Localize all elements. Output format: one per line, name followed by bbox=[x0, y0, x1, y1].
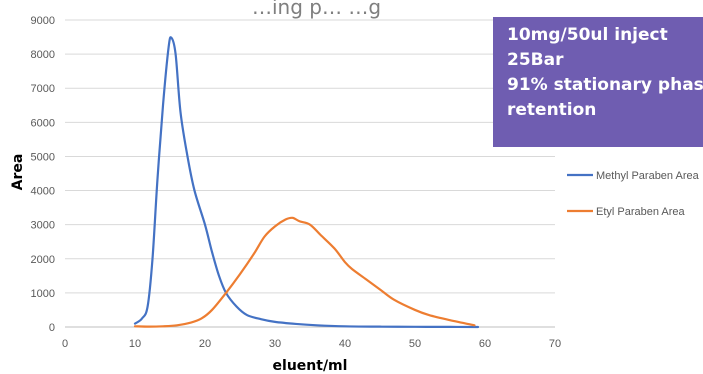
y-tick-label: 1000 bbox=[31, 288, 55, 300]
chart-title: …ing p… …g bbox=[252, 0, 381, 19]
y-tick-label: 5000 bbox=[31, 151, 55, 163]
y-tick-label: 6000 bbox=[31, 117, 55, 129]
x-tick-label: 60 bbox=[479, 338, 491, 350]
legend: Methyl Paraben Area Etyl Paraben Area bbox=[567, 170, 700, 218]
gridlines bbox=[65, 19, 555, 328]
y-tick-label: 8000 bbox=[31, 49, 55, 61]
y-tick-label: 0 bbox=[49, 322, 55, 334]
series-layer bbox=[133, 36, 480, 329]
y-tick-label: 4000 bbox=[31, 186, 55, 198]
y-tick-labels: 0 1000 2000 3000 4000 5000 6000 7000 8000 9000 bbox=[31, 15, 55, 334]
x-tick-label: 40 bbox=[339, 338, 351, 350]
y-axis-title: Area bbox=[10, 154, 26, 191]
x-axis-title: eluent/ml bbox=[273, 358, 348, 374]
annotation-line-3: 91% stationary phase bbox=[507, 75, 703, 95]
x-tick-label: 10 bbox=[129, 338, 141, 350]
y-tick-label: 2000 bbox=[31, 254, 55, 266]
x-tick-label: 20 bbox=[199, 338, 211, 350]
x-tick-label: 70 bbox=[549, 338, 561, 350]
series-line-1 bbox=[133, 36, 480, 329]
annotation-line-1: 10mg/50ul inject bbox=[507, 25, 668, 45]
x-tick-label: 50 bbox=[409, 338, 421, 350]
legend-label: Etyl Paraben Area bbox=[596, 206, 686, 218]
legend-label: Methyl Paraben Area bbox=[596, 170, 700, 182]
annotation-box: 10mg/50ul inject 25Bar 91% stationary ph… bbox=[493, 17, 703, 147]
annotation-line-4: retention bbox=[507, 100, 597, 120]
x-tick-label: 30 bbox=[269, 338, 281, 350]
x-tick-label: 0 bbox=[62, 338, 68, 350]
y-tick-label: 9000 bbox=[31, 15, 55, 27]
y-tick-label: 7000 bbox=[31, 83, 55, 95]
y-tick-label: 3000 bbox=[31, 220, 55, 232]
x-tick-labels: 0 10 20 30 40 50 60 70 bbox=[62, 338, 561, 350]
series-line-2 bbox=[133, 216, 476, 328]
annotation-line-2: 25Bar bbox=[507, 50, 564, 70]
